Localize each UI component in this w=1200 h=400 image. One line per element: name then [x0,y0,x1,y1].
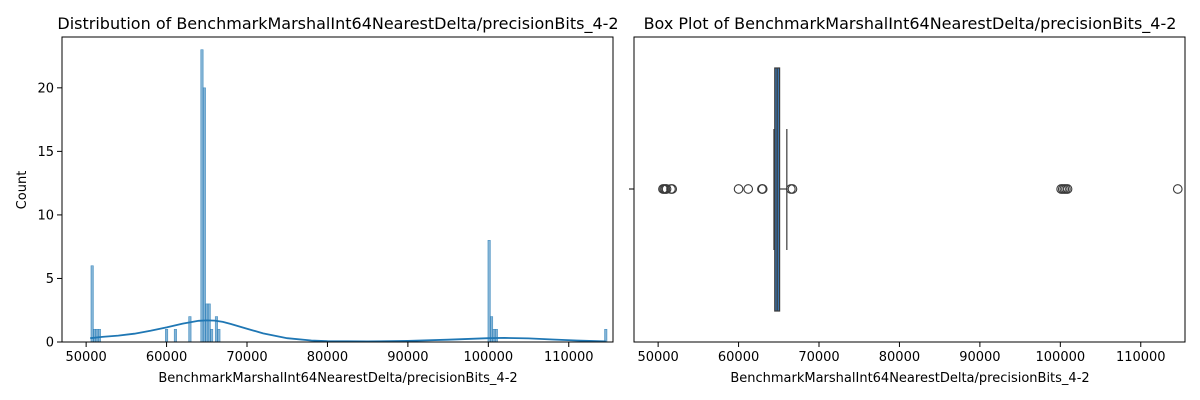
histogram-bar-8 [202,87,206,343]
histogram-bar-18 [604,328,608,343]
histogram-y-label: Count [15,171,30,210]
boxplot-x-tick-label-1: 60000 [718,350,759,365]
histogram-bar-17 [494,328,498,343]
histogram-x-tick-label-3: 80000 [307,350,348,365]
outlier-point-9 [757,184,768,194]
histogram-bar-6 [188,316,192,343]
histogram-x-tick-label-6: 110000 [544,350,594,365]
histogram-x-tick-label-4: 90000 [387,350,428,365]
boxplot-title: Box Plot of BenchmarkMarshalInt64Nearest… [644,14,1177,34]
histogram-x-label: BenchmarkMarshalInt64NearestDelta/precis… [158,371,517,386]
histogram-bar-16 [492,328,496,343]
histogram-x-tick-label-5: 100000 [464,350,514,365]
histogram-y-tick-label-2: 10 [37,208,54,223]
histogram-x-tick-label-0: 50000 [65,350,106,365]
outlier-point-3 [661,184,672,194]
histogram-y-tick-label-0: 0 [46,336,54,351]
histogram-bar-5 [173,328,177,343]
outlier-point-17 [1172,184,1183,194]
histogram-frame [61,36,614,343]
histogram-bar-1 [93,328,97,343]
boxplot-panel: Box Plot of BenchmarkMarshalInt64Nearest… [629,14,1186,386]
boxplot-frame [633,36,1186,343]
histogram-x-tick-label-1: 60000 [146,350,187,365]
histogram-bar-11 [210,328,214,343]
histogram-plot-area: 50000 60000 70000 80000 90000 100000 110000 0 5 1… [37,49,608,365]
boxplot-x-tick-label-4: 90000 [959,350,1000,365]
histogram-panel: Distribution of BenchmarkMarshalInt64Nea… [15,14,619,386]
histogram-bar-2 [95,328,99,343]
histogram-bar-3 [97,328,101,343]
histogram-y-tick-label-4: 20 [37,81,54,96]
histogram-y-tick-label-1: 5 [46,272,54,287]
outlier-point-7 [743,184,754,194]
boxplot-plot-area: 50000 60000 70000 80000 90000 100000 110000 [637,67,1183,365]
histogram-bar-7 [200,49,204,343]
kde-line [90,319,606,343]
boxplot-x-tick-label-2: 70000 [798,350,839,365]
histogram-bar-9 [205,303,209,343]
outlier-point-5 [667,184,678,194]
histogram-title: Distribution of BenchmarkMarshalInt64Nea… [57,14,618,34]
boxplot-x-tick-label-5: 100000 [1036,350,1086,365]
histogram-y-tick-label-3: 15 [37,145,54,160]
boxplot-x-tick-label-3: 80000 [879,350,920,365]
histogram-bar-10 [207,303,211,343]
histogram-bar-13 [217,328,221,343]
histogram-bar-0 [90,265,94,343]
boxplot-x-tick-label-6: 110000 [1116,350,1166,365]
boxplot-x-tick-label-0: 50000 [637,350,678,365]
histogram-bar-14 [487,240,491,343]
outlier-point-16 [1062,184,1073,194]
outlier-point-11 [787,184,798,194]
histogram-x-tick-label-2: 70000 [226,350,267,365]
histogram-bar-4 [165,328,169,343]
boxplot-x-label: BenchmarkMarshalInt64NearestDelta/precis… [730,371,1089,386]
outlier-point-6 [733,184,744,194]
